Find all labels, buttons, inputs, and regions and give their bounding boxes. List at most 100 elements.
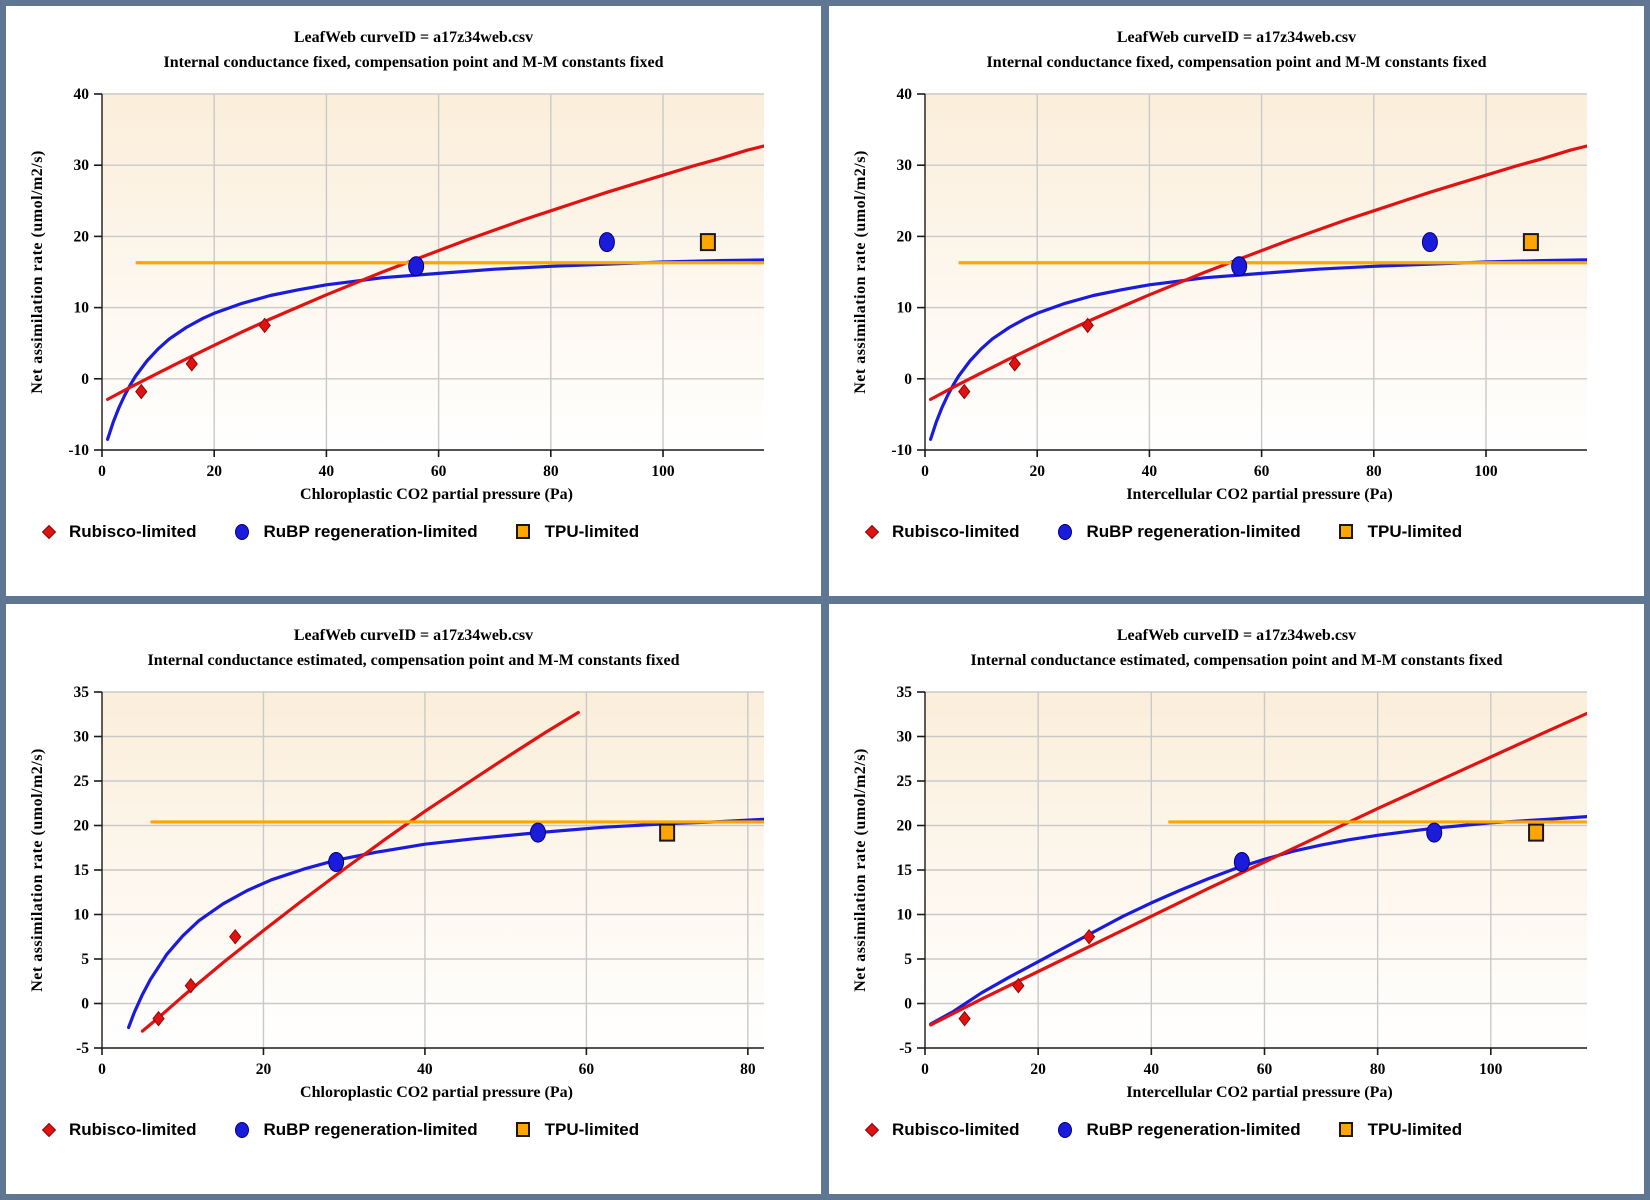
legend-item-rubp: RuBP regeneration-limited <box>234 521 478 542</box>
legend: Rubisco-limited RuBP regeneration-limite… <box>864 1119 1636 1140</box>
y-tick-label: -10 <box>68 442 89 459</box>
legend-label: RuBP regeneration-limited <box>1086 1119 1301 1139</box>
y-tick-label: 10 <box>74 299 90 316</box>
chart-title: LeafWeb curveID = a17z34web.csv <box>1116 29 1357 46</box>
rubisco-curve <box>928 143 1587 401</box>
y-tick-label: 20 <box>897 817 913 834</box>
y-tick-label: 35 <box>74 684 90 701</box>
chart-subtitle: Internal conductance estimated, compensa… <box>970 651 1503 669</box>
y-tick-label: 0 <box>81 370 89 387</box>
plot-canvas: 0 20 40 60 80 100 -10 0 10 20 30 40 <box>68 86 764 480</box>
x-tick-label: 20 <box>1029 463 1045 480</box>
x-tick-label: 80 <box>543 463 559 480</box>
legend-item-rubp: RuBP regeneration-limited <box>1057 1119 1301 1140</box>
rubisco-marker <box>958 1010 971 1027</box>
legend-label: TPU-limited <box>544 1119 640 1139</box>
legend-label: TPU-limited <box>1367 521 1463 541</box>
y-tick-label: 20 <box>897 228 913 245</box>
y-tick-label: 30 <box>897 728 913 745</box>
y-tick-label: 5 <box>81 951 89 968</box>
y-axis-label: Net assimilation rate (umol/m2/s) <box>29 149 46 394</box>
legend: Rubisco-limited RuBP regeneration-limite… <box>41 1119 813 1140</box>
rubisco-marker <box>1012 977 1025 994</box>
y-tick-label: 15 <box>897 862 913 879</box>
x-tick-label: 0 <box>98 1061 106 1078</box>
tpu-marker <box>659 823 676 842</box>
y-tick-label: 0 <box>904 995 912 1012</box>
x-tick-label: 0 <box>921 463 929 480</box>
square-icon <box>1338 524 1353 540</box>
rubp-curve <box>126 817 764 1029</box>
x-tick-label: 20 <box>1030 1061 1046 1078</box>
x-tick-label: 60 <box>1257 1061 1273 1078</box>
y-axis-label: Net assimilation rate (umol/m2/s) <box>852 149 869 394</box>
y-tick-label: 40 <box>74 86 90 103</box>
rubisco-curve <box>140 710 580 1033</box>
plot-canvas: 0 20 40 60 80 100 -10 0 10 20 30 40 <box>891 86 1587 480</box>
x-tick-label: 60 <box>579 1061 595 1078</box>
chart-title: LeafWeb curveID = a17z34web.csv <box>1116 627 1357 644</box>
circle-icon <box>1057 1121 1072 1138</box>
rubp-marker <box>328 851 345 872</box>
legend-item-tpu: TPU-limited <box>1338 521 1463 542</box>
legend: Rubisco-limited RuBP regeneration-limite… <box>41 521 813 542</box>
legend-item-rubp: RuBP regeneration-limited <box>234 1119 478 1140</box>
legend-label: RuBP regeneration-limited <box>263 1119 478 1139</box>
plot-row: Net assimilation rate (umol/m2/s) 0 20 40 6… <box>14 682 813 1080</box>
x-tick-label: 40 <box>1142 463 1158 480</box>
legend-label: Rubisco-limited <box>892 1119 1020 1139</box>
x-tick-label: 80 <box>1366 463 1382 480</box>
rubp-curve <box>929 814 1587 1026</box>
y-tick-label: 35 <box>897 684 913 701</box>
x-tick-label: 40 <box>417 1061 433 1078</box>
plot-canvas: 0 20 40 60 80 -5 0 5 10 15 20 25 30 35 <box>74 684 764 1078</box>
diamond-icon <box>864 524 880 539</box>
y-tick-label: 25 <box>74 773 90 790</box>
legend-item-rubisco: Rubisco-limited <box>864 521 1020 542</box>
panel-top-right: LeafWeb curveID = a17z34web.csv Internal… <box>829 6 1644 596</box>
y-tick-label: 25 <box>897 773 913 790</box>
tpu-marker <box>699 232 716 251</box>
tpu-marker <box>1522 232 1539 251</box>
circle-icon <box>1057 523 1072 540</box>
chart-title: LeafWeb curveID = a17z34web.csv <box>293 627 534 644</box>
rubisco-marker <box>185 355 198 372</box>
y-tick-label: 20 <box>74 817 90 834</box>
rubp-marker <box>1233 851 1250 872</box>
x-tick-label: 0 <box>98 463 106 480</box>
panel-bottom-left: LeafWeb curveID = a17z34web.csv Internal… <box>6 604 821 1194</box>
legend-item-rubisco: Rubisco-limited <box>864 1119 1020 1140</box>
chart-title: LeafWeb curveID = a17z34web.csv <box>293 29 534 46</box>
chart-subtitle: Internal conductance fixed, compensation… <box>163 53 664 71</box>
y-tick-label: 40 <box>897 86 913 103</box>
legend-label: RuBP regeneration-limited <box>1086 521 1301 541</box>
square-icon <box>1338 1122 1353 1138</box>
x-axis-label: Chloroplastic CO2 partial pressure (Pa) <box>300 1083 573 1101</box>
rubisco-marker <box>1082 928 1096 945</box>
x-tick-label: 100 <box>1479 1061 1503 1078</box>
rubp-curve <box>928 257 1587 441</box>
legend-label: Rubisco-limited <box>69 521 197 541</box>
legend-label: Rubisco-limited <box>892 521 1020 541</box>
plot-background <box>925 93 1587 450</box>
x-tick-label: 100 <box>651 463 675 480</box>
rubp-marker <box>598 231 615 252</box>
y-axis-label: Net assimilation rate (umol/m2/s) <box>852 747 869 992</box>
legend-label: RuBP regeneration-limited <box>263 521 478 541</box>
x-tick-label: 80 <box>1370 1061 1386 1078</box>
y-tick-label: -5 <box>76 1040 89 1057</box>
x-tick-label: 0 <box>921 1061 929 1078</box>
legend-item-tpu: TPU-limited <box>515 522 639 542</box>
rubisco-marker <box>152 1010 165 1027</box>
x-tick-label: 20 <box>206 463 222 480</box>
plot-row: Net assimilation rate (umol/m2/s) 0 20 40 6… <box>837 84 1636 482</box>
legend-item-rubp: RuBP regeneration-limited <box>1057 521 1301 542</box>
diamond-icon <box>864 1122 880 1137</box>
y-tick-label: -5 <box>899 1040 912 1057</box>
x-axis-label: Chloroplastic CO2 partial pressure (Pa) <box>300 485 573 503</box>
rubp-marker <box>1231 255 1248 276</box>
plot-canvas: 0 20 40 60 80 100 -5 0 5 10 15 20 25 30 35 <box>897 684 1587 1078</box>
y-tick-label: 10 <box>897 906 913 923</box>
y-tick-label: 30 <box>74 157 90 174</box>
